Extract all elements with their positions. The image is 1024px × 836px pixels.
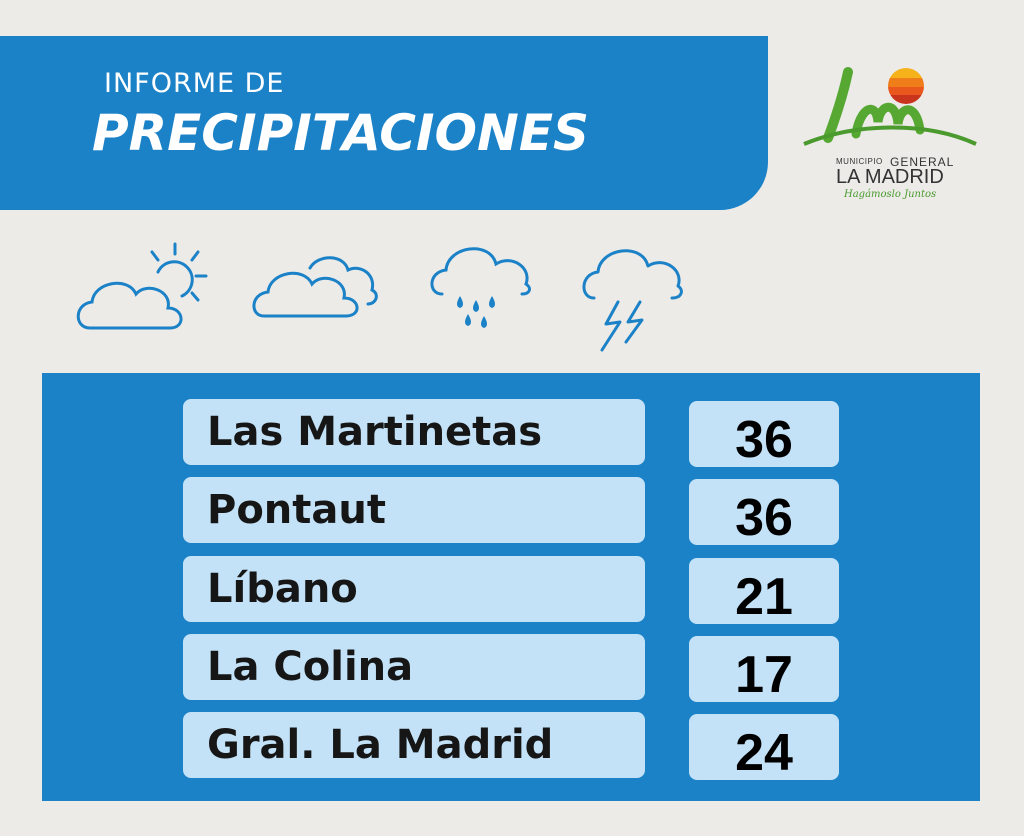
- municipality-logo: MUNICIPIO GENERAL LA MADRID Hagámoslo Ju…: [798, 60, 983, 210]
- locality-name: Pontaut: [183, 477, 645, 543]
- precipitation-value: 24: [689, 714, 839, 782]
- header-banner: [0, 36, 768, 210]
- logo-mark-icon: [803, 67, 977, 146]
- title-line-2: PRECIPITACIONES: [92, 104, 590, 162]
- partly-cloudy-icon: [76, 242, 208, 330]
- table-row: Líbano 21: [42, 556, 980, 626]
- locality-name: Gral. La Madrid: [183, 712, 645, 778]
- locality-name: Las Martinetas: [183, 399, 645, 465]
- logo-tagline: Hagámoslo Juntos: [844, 189, 937, 200]
- table-row: Pontaut 36: [42, 477, 980, 547]
- precipitation-value: 17: [689, 636, 839, 704]
- precipitation-value: 36: [689, 479, 839, 547]
- logo-general-text: GENERAL: [890, 155, 955, 169]
- title-line-1: INFORME DE: [104, 68, 285, 99]
- table-row: Las Martinetas 36: [42, 399, 980, 469]
- table-row: La Colina 17: [42, 634, 980, 704]
- precipitation-value: 36: [689, 401, 839, 469]
- locality-name: Líbano: [183, 556, 645, 622]
- cloudy-icon: [252, 256, 378, 318]
- precipitation-panel: Las Martinetas 36 Pontaut 36 Líbano 21 L…: [42, 373, 980, 801]
- table-row: Gral. La Madrid 24: [42, 712, 980, 782]
- logo-municipio-text: MUNICIPIO: [836, 157, 883, 166]
- locality-name: La Colina: [183, 634, 645, 700]
- logo-name-text: LA MADRID: [836, 166, 944, 188]
- weather-icons-row: [0, 230, 700, 360]
- thunderstorm-icon: [582, 249, 683, 352]
- precipitation-value: 21: [689, 558, 839, 626]
- rain-icon: [430, 247, 531, 328]
